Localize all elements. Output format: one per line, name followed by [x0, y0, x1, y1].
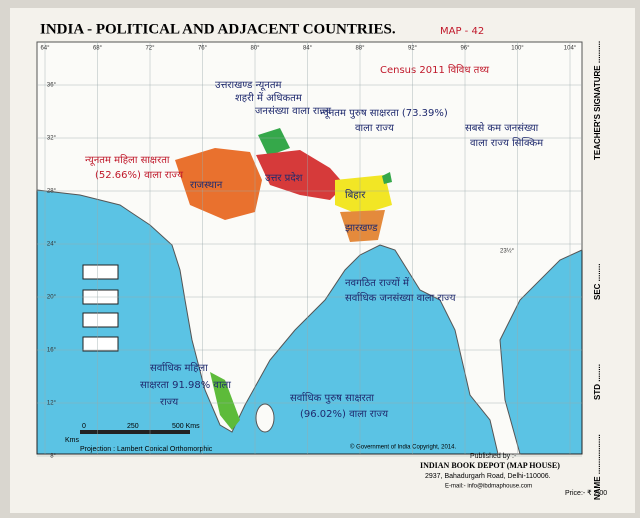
state-label: राजस्थान	[190, 180, 223, 191]
rajasthan	[175, 148, 262, 220]
latitude-label: 36°	[47, 83, 57, 89]
annotation: सर्वाधिक पुरुष साक्षरता	[290, 392, 374, 404]
latitude-label: 12°	[47, 401, 57, 407]
longitude-label: 88°	[355, 46, 365, 52]
longitude-label: 64°	[40, 46, 50, 52]
annotation: जनसंख्या वाला राज्य	[255, 105, 331, 117]
annotation: उत्तराखण्ड न्यूनतम	[215, 80, 283, 91]
publisher-email: E-mail:- info@ibdmaphouse.com	[445, 484, 532, 490]
annotation: सर्वाधिक जनसंख्या वाला राज्य	[345, 292, 456, 304]
latitude-label: 8°	[50, 454, 56, 460]
sri-lanka	[255, 403, 275, 433]
longitude-label: 80°	[250, 46, 260, 52]
longitude-label: 72°	[145, 46, 155, 52]
projection: Projection : Lambert Conical Orthomorphi…	[80, 446, 213, 453]
annotation: वाला राज्य सिक्किम	[470, 137, 544, 149]
census-note: Census 2011 विविध तथ्य	[380, 64, 489, 76]
kerala	[210, 372, 240, 430]
latitude-label: 16°	[47, 348, 57, 354]
side-field: TEACHER'S SIGNATURE ..........	[593, 41, 602, 160]
uttar-pradesh	[256, 150, 345, 200]
latitude-label: 24°	[47, 242, 57, 248]
latitude-label: 28°	[47, 189, 57, 195]
state-label: उत्तर प्रदेश	[265, 172, 303, 184]
annotation: राज्य	[160, 397, 178, 408]
publisher-name: INDIAN BOOK DEPOT (MAP HOUSE)	[420, 461, 560, 470]
uttarakhand	[258, 128, 290, 156]
annotation: नवगठित राज्यों में	[345, 277, 410, 289]
publisher-address: 2937, Bahadurgarh Road, Delhi-110006.	[425, 473, 551, 480]
scale-mark: 0	[82, 423, 86, 430]
jharkhand	[340, 210, 385, 242]
annotation: (96.02%) वाला राज्य	[300, 409, 388, 420]
latitude-label: 20°	[47, 295, 57, 301]
scale-mark: 500 Kms	[172, 423, 200, 430]
side-field: SEC ........	[593, 264, 602, 300]
annotation: साक्षरता 91.98% वाला	[140, 380, 231, 391]
annotation: (52.66%) वाला राज्य	[95, 170, 183, 181]
annotation: वाला राज्य	[355, 123, 394, 134]
title: INDIA - POLITICAL AND ADJACENT COUNTRIES…	[40, 21, 396, 37]
side-field: NAME ..................	[593, 434, 602, 500]
longitude-label: 92°	[408, 46, 418, 52]
longitude-label: 84°	[303, 46, 313, 52]
annotation: शहरी में अधिकतम	[235, 92, 303, 104]
scale-unit: Kms	[65, 437, 80, 444]
bihar	[335, 175, 392, 215]
tropic-label: 23½°	[500, 248, 515, 255]
longitude-label: 68°	[93, 46, 103, 52]
scale-bar	[80, 430, 190, 434]
scale-mark: 250	[127, 423, 139, 430]
sikkim	[382, 172, 392, 184]
copyright: © Government of India Copyright, 2014.	[350, 444, 456, 451]
state-label: बिहार	[345, 189, 366, 201]
annotation: सबसे कम जनसंख्या	[465, 122, 539, 134]
longitude-label: 100°	[511, 46, 524, 52]
annotation: न्यूनतम महिला साक्षरता	[85, 154, 170, 166]
annotation: सर्वाधिक महिला	[150, 362, 208, 374]
longitude-label: 76°	[198, 46, 208, 52]
longitude-label: 104°	[564, 46, 577, 52]
side-field: STD ........	[593, 364, 602, 400]
state-label: झारखण्ड	[345, 223, 378, 234]
map-number: MAP - 42	[440, 26, 484, 37]
price: Price:- ₹ 2.00	[565, 489, 607, 497]
publisher-label: Published by :-	[470, 453, 517, 460]
annotation: न्यूनतम पुरुष साक्षरता (73.39%)	[320, 108, 448, 119]
land	[36, 41, 583, 455]
longitude-label: 96°	[460, 46, 470, 52]
latitude-label: 32°	[47, 136, 57, 142]
